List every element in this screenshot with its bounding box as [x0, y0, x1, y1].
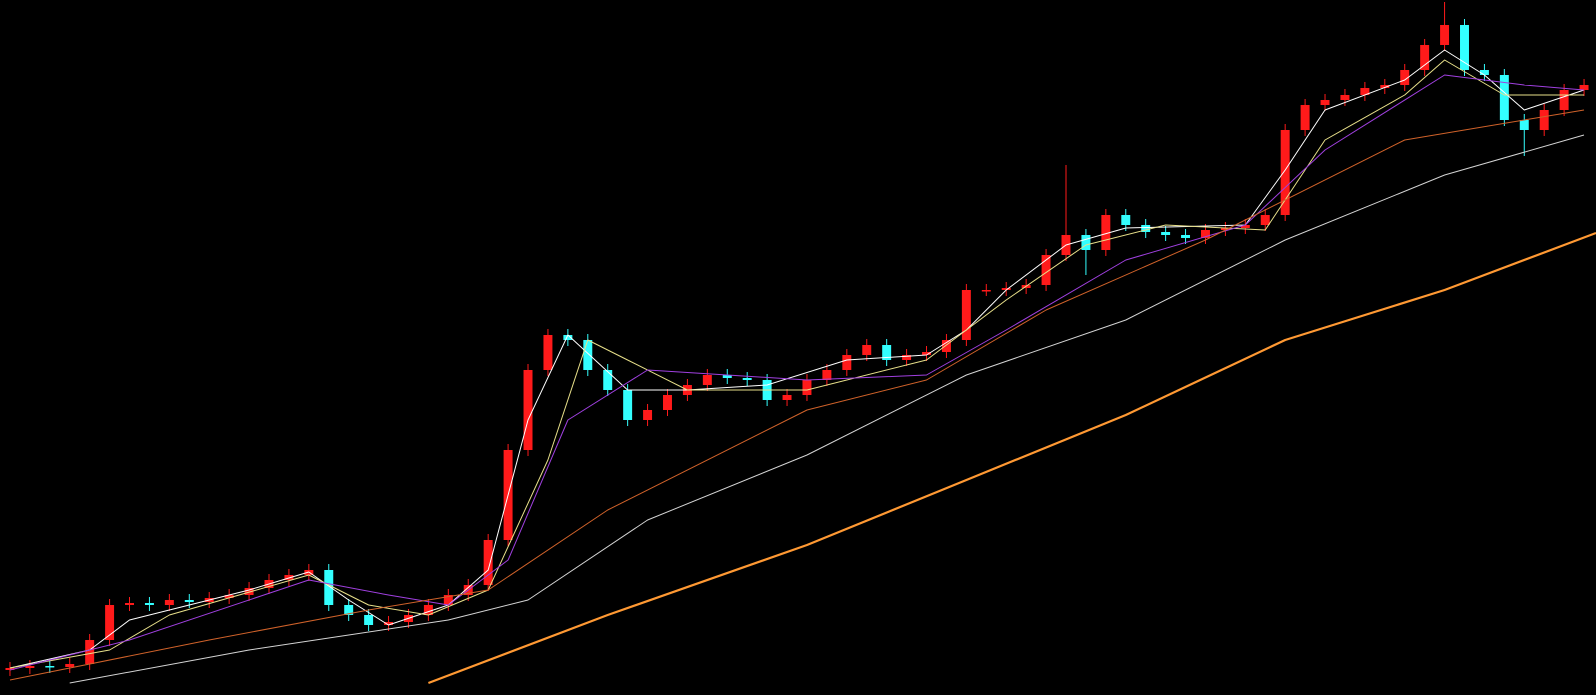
candle-body	[144, 603, 154, 605]
candle-body	[1141, 225, 1151, 232]
candle-body	[1559, 90, 1569, 110]
candle-body	[583, 340, 593, 370]
candle-body	[1161, 232, 1171, 235]
candle-body	[1260, 215, 1270, 225]
candle-body	[423, 605, 433, 615]
moving-average-line	[9, 59, 1584, 669]
candle-body	[1400, 70, 1410, 85]
candle-body	[364, 615, 374, 625]
candle-body	[1041, 255, 1051, 285]
candle-body	[5, 668, 15, 670]
candle-body	[722, 375, 732, 378]
candle-body	[1280, 130, 1290, 215]
candle-body	[1460, 25, 1469, 70]
candle-body	[1440, 25, 1450, 45]
candle-body	[702, 375, 712, 385]
candle-body	[483, 540, 493, 585]
candle-body	[1240, 225, 1250, 228]
candle-body	[1200, 230, 1210, 238]
candle-body	[1360, 88, 1370, 95]
candle-body	[842, 355, 852, 370]
candle-body	[1539, 110, 1549, 130]
candle-body	[184, 600, 194, 602]
candle-body	[384, 622, 394, 625]
candle-body	[443, 595, 453, 605]
candle-body	[822, 370, 832, 380]
candle-body	[65, 664, 75, 667]
candle-body	[563, 335, 573, 340]
candle-body	[1499, 75, 1509, 120]
candle-body	[1519, 120, 1529, 130]
candle-body	[663, 395, 672, 410]
candle-body	[1479, 70, 1489, 75]
candle-body	[742, 378, 752, 380]
candle-body	[523, 370, 533, 450]
candle-body	[922, 352, 931, 355]
candle-body	[25, 666, 35, 668]
candle-body	[782, 395, 792, 400]
candle-body	[1220, 228, 1230, 230]
candle-body	[1101, 215, 1111, 250]
candle-body	[125, 603, 134, 605]
candle-body	[1081, 235, 1091, 250]
candle-body	[1579, 85, 1589, 90]
candle-body	[862, 345, 872, 355]
candle-body	[623, 390, 633, 420]
candle-body	[1320, 100, 1330, 105]
moving-average-line	[9, 74, 1585, 671]
candle-body	[603, 370, 613, 390]
candle-body	[1001, 288, 1011, 290]
candle-body	[45, 666, 55, 668]
candle-body	[164, 600, 174, 605]
candle-body	[344, 605, 354, 615]
candle-body	[1121, 215, 1131, 225]
candle-body	[543, 335, 553, 370]
candle-body	[85, 640, 95, 664]
candle-body	[981, 290, 991, 292]
candle-body	[1181, 235, 1191, 238]
candle-body	[902, 355, 912, 360]
candle-body	[224, 595, 234, 598]
moving-average-line	[9, 109, 1585, 681]
candle-body	[1340, 95, 1350, 100]
moving-average-line	[428, 231, 1596, 685]
moving-average-line	[9, 49, 1585, 669]
candle-body	[941, 340, 951, 352]
candle-body	[324, 570, 334, 605]
candle-body	[643, 410, 653, 420]
candle-body	[882, 345, 892, 360]
candle-body	[1300, 105, 1310, 130]
candle-body	[961, 290, 971, 340]
candle-body	[244, 588, 254, 595]
candle-body	[1420, 45, 1430, 70]
candle-body	[802, 380, 812, 395]
candle-body	[105, 605, 115, 640]
candle-body	[1380, 85, 1390, 88]
moving-average-line	[69, 134, 1585, 684]
